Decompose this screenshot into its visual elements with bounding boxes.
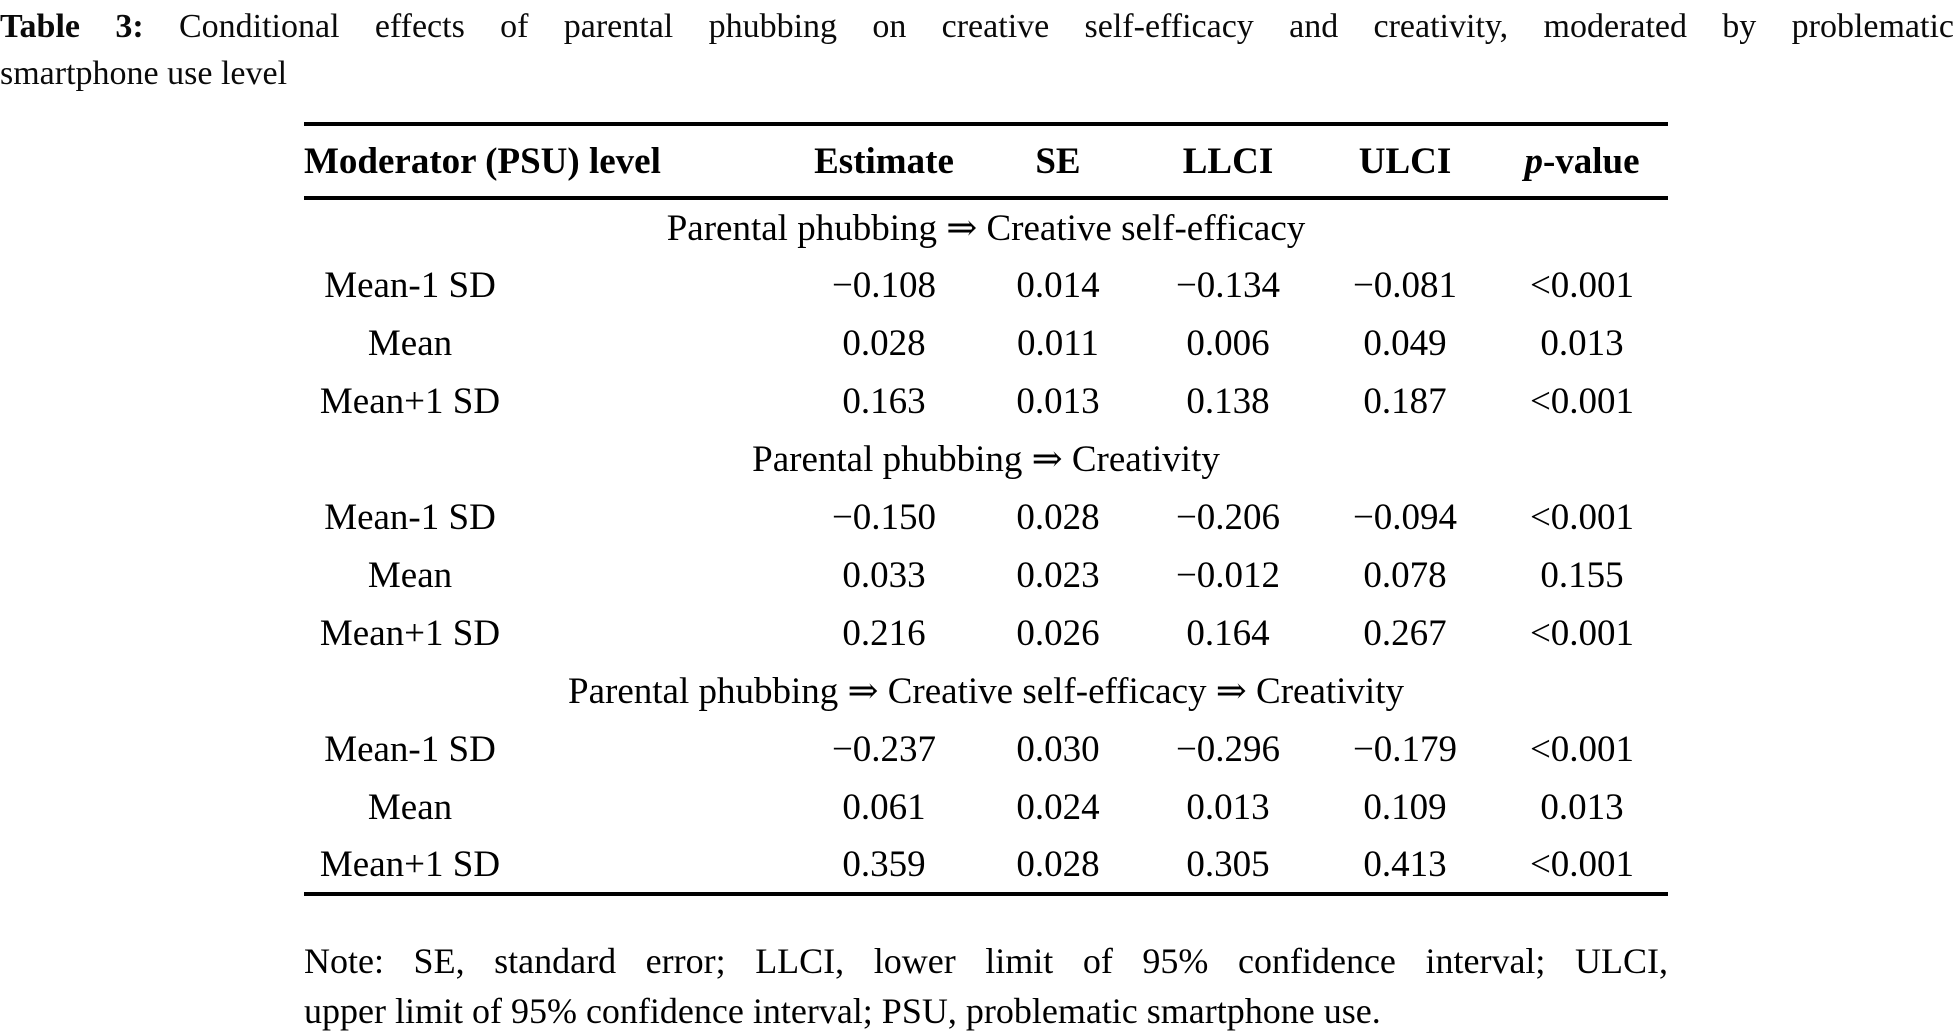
moderator-cell: Mean-1 SD [324, 264, 496, 306]
ulci-cell: 0.267 [1363, 612, 1447, 654]
column-header-ulci: ULCI [1314, 124, 1496, 200]
se-cell: 0.028 [1016, 843, 1100, 885]
section-header-creativity: Parental phubbing ⇒ Creativity [752, 439, 1220, 480]
ulci-cell: 0.109 [1363, 786, 1447, 828]
section-header-cse: Parental phubbing ⇒ Creative self-effica… [666, 208, 1306, 249]
ulci-cell: 0.413 [1363, 843, 1447, 885]
se-cell: 0.030 [1016, 728, 1100, 770]
p-value-cell: <0.001 [1529, 380, 1635, 422]
column-header-llci: LLCI [1142, 124, 1314, 200]
estimate-cell: −0.108 [831, 264, 937, 306]
table-caption-label: Table 3: [0, 8, 144, 45]
llci-cell: 0.013 [1186, 786, 1270, 828]
estimate-cell: 0.061 [842, 786, 926, 828]
column-header-moderator: Moderator (PSU) level [304, 124, 794, 200]
llci-cell: 0.006 [1186, 322, 1270, 364]
se-cell: 0.024 [1016, 786, 1100, 828]
ulci-cell: 0.187 [1363, 380, 1447, 422]
llci-cell: 0.305 [1186, 843, 1270, 885]
table-caption-text: Conditional effects of parental phubbing… [178, 8, 1954, 45]
llci-cell: −0.206 [1175, 496, 1281, 538]
se-cell: 0.028 [1016, 496, 1100, 538]
section-header-row: Parental phubbing ⇒ Creative self-effica… [304, 662, 1668, 720]
footnote-line2: upper limit of 95% confidence interval; … [304, 991, 1381, 1031]
section-header-row: Parental phubbing ⇒ Creativity [304, 430, 1668, 488]
p-value-cell: 0.013 [1540, 786, 1624, 828]
column-header-se: SE [974, 124, 1142, 200]
footnote-line1: Note: SE, standard error; LLCI, lower li… [304, 941, 1668, 981]
p-value-rest: -value [1542, 140, 1640, 182]
p-value-cell: 0.013 [1540, 322, 1624, 364]
table-row: Mean+1 SD 0.216 0.026 0.164 0.267 <0.001 [304, 604, 1668, 662]
ulci-cell: −0.094 [1352, 496, 1458, 538]
section-header-row: Parental phubbing ⇒ Creative self-effica… [304, 198, 1668, 256]
ulci-cell: 0.049 [1363, 322, 1447, 364]
moderator-cell: Mean+1 SD [319, 843, 501, 885]
estimate-cell: −0.150 [831, 496, 937, 538]
llci-cell: 0.164 [1186, 612, 1270, 654]
table-row: Mean 0.033 0.023 −0.012 0.078 0.155 [304, 546, 1668, 604]
se-cell: 0.014 [1016, 264, 1100, 306]
table-row: Mean-1 SD −0.150 0.028 −0.206 −0.094 <0.… [304, 488, 1668, 546]
moderator-cell: Mean [367, 786, 453, 828]
estimate-cell: 0.163 [842, 380, 926, 422]
llci-cell: 0.138 [1186, 380, 1270, 422]
llci-cell: −0.296 [1175, 728, 1281, 770]
p-value-italic-p: p [1524, 140, 1543, 182]
estimate-cell: −0.237 [831, 728, 937, 770]
moderator-cell: Mean [367, 322, 453, 364]
table-row: Mean-1 SD −0.108 0.014 −0.134 −0.081 <0.… [304, 256, 1668, 314]
p-value-cell: 0.155 [1540, 554, 1624, 596]
moderator-cell: Mean-1 SD [324, 728, 496, 770]
table-caption-line2: smartphone use level [0, 55, 288, 92]
llci-cell: −0.012 [1175, 554, 1281, 596]
p-value-cell: <0.001 [1529, 728, 1635, 770]
conditional-effects-table: Moderator (PSU) level Estimate SE LLCI U… [304, 122, 1668, 896]
table-header-row: Moderator (PSU) level Estimate SE LLCI U… [304, 124, 1668, 200]
table-row: Mean 0.028 0.011 0.006 0.049 0.013 [304, 314, 1668, 372]
table-footnote: Note: SE, standard error; LLCI, lower li… [304, 936, 1668, 1036]
estimate-cell: 0.033 [842, 554, 926, 596]
llci-cell: −0.134 [1175, 264, 1281, 306]
estimate-cell: 0.216 [842, 612, 926, 654]
se-cell: 0.011 [1017, 322, 1099, 364]
table-row: Mean 0.061 0.024 0.013 0.109 0.013 [304, 778, 1668, 836]
se-cell: 0.013 [1016, 380, 1100, 422]
p-value-cell: <0.001 [1529, 612, 1635, 654]
table-caption: Table 3: Conditional effects of parental… [0, 3, 1954, 97]
p-value-cell: <0.001 [1529, 843, 1635, 885]
moderator-cell: Mean+1 SD [319, 612, 501, 654]
table-row: Mean+1 SD 0.163 0.013 0.138 0.187 <0.001 [304, 372, 1668, 430]
estimate-cell: 0.359 [842, 843, 926, 885]
moderator-cell: Mean-1 SD [324, 496, 496, 538]
se-cell: 0.026 [1016, 612, 1100, 654]
ulci-cell: −0.081 [1352, 264, 1458, 306]
table-row: Mean+1 SD 0.359 0.028 0.305 0.413 <0.001 [304, 836, 1668, 894]
moderator-cell: Mean [367, 554, 453, 596]
column-header-p-value: p-value [1496, 124, 1668, 200]
se-cell: 0.023 [1016, 554, 1100, 596]
estimate-cell: 0.028 [842, 322, 926, 364]
section-header-mediation: Parental phubbing ⇒ Creative self-effica… [568, 671, 1404, 712]
moderator-cell: Mean+1 SD [319, 380, 501, 422]
table-row: Mean-1 SD −0.237 0.030 −0.296 −0.179 <0.… [304, 720, 1668, 778]
ulci-cell: 0.078 [1363, 554, 1447, 596]
column-header-estimate: Estimate [794, 124, 974, 200]
p-value-cell: <0.001 [1529, 264, 1635, 306]
p-value-cell: <0.001 [1529, 496, 1635, 538]
ulci-cell: −0.179 [1352, 728, 1458, 770]
table-caption-line1: Table 3: Conditional effects of parental… [0, 3, 1954, 50]
